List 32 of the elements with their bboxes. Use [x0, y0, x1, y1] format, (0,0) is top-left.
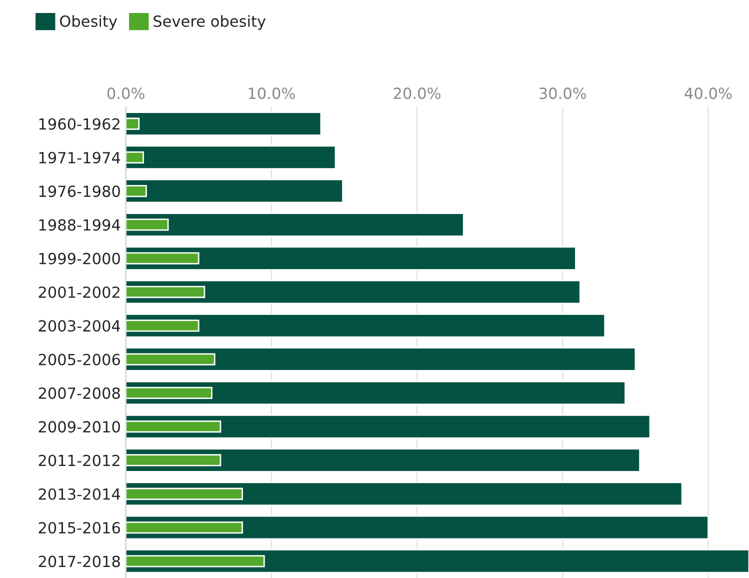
bar [126, 246, 576, 270]
bar [126, 414, 651, 439]
bar [126, 178, 344, 204]
y-tick-label: 1976-1980 [39, 186, 120, 198]
y-tick-label: 2015-2016 [38, 522, 120, 534]
y-tick-label: 2007-2008 [38, 387, 120, 399]
bar [126, 280, 581, 304]
y-tick-label: 1988-1994 [39, 219, 120, 231]
y-tick-label: 2005-2006 [38, 354, 120, 366]
y-tick-label: 2017-2018 [38, 556, 120, 568]
bar [126, 314, 606, 338]
x-tick-label: 0.0% [107, 88, 144, 100]
bar [126, 347, 636, 372]
y-tick-label: 1971-1974 [39, 152, 120, 164]
x-tick-label: 30.0% [540, 88, 586, 100]
x-tick-label: 20.0% [394, 88, 440, 100]
y-tick-label: 2013-2014 [38, 488, 120, 500]
bar [126, 145, 336, 170]
x-tick-label: 10.0% [248, 88, 295, 100]
y-tick-label: 1960-1962 [39, 118, 120, 130]
x-tick-label: 40.0% [684, 88, 732, 100]
y-tick-label: 2009-2010 [38, 421, 120, 433]
legend-label: Severe obesity [154, 15, 266, 30]
y-tick-label: 2011-2012 [38, 454, 120, 466]
bar [126, 448, 640, 472]
legend-label: Obesity [60, 15, 118, 30]
y-tick-label: 1999-2000 [39, 252, 120, 264]
y-tick-label: 2001-2002 [38, 286, 120, 298]
bar [126, 212, 464, 237]
bar [126, 112, 322, 136]
bar [126, 380, 626, 406]
y-tick-label: 2003-2004 [38, 320, 120, 332]
